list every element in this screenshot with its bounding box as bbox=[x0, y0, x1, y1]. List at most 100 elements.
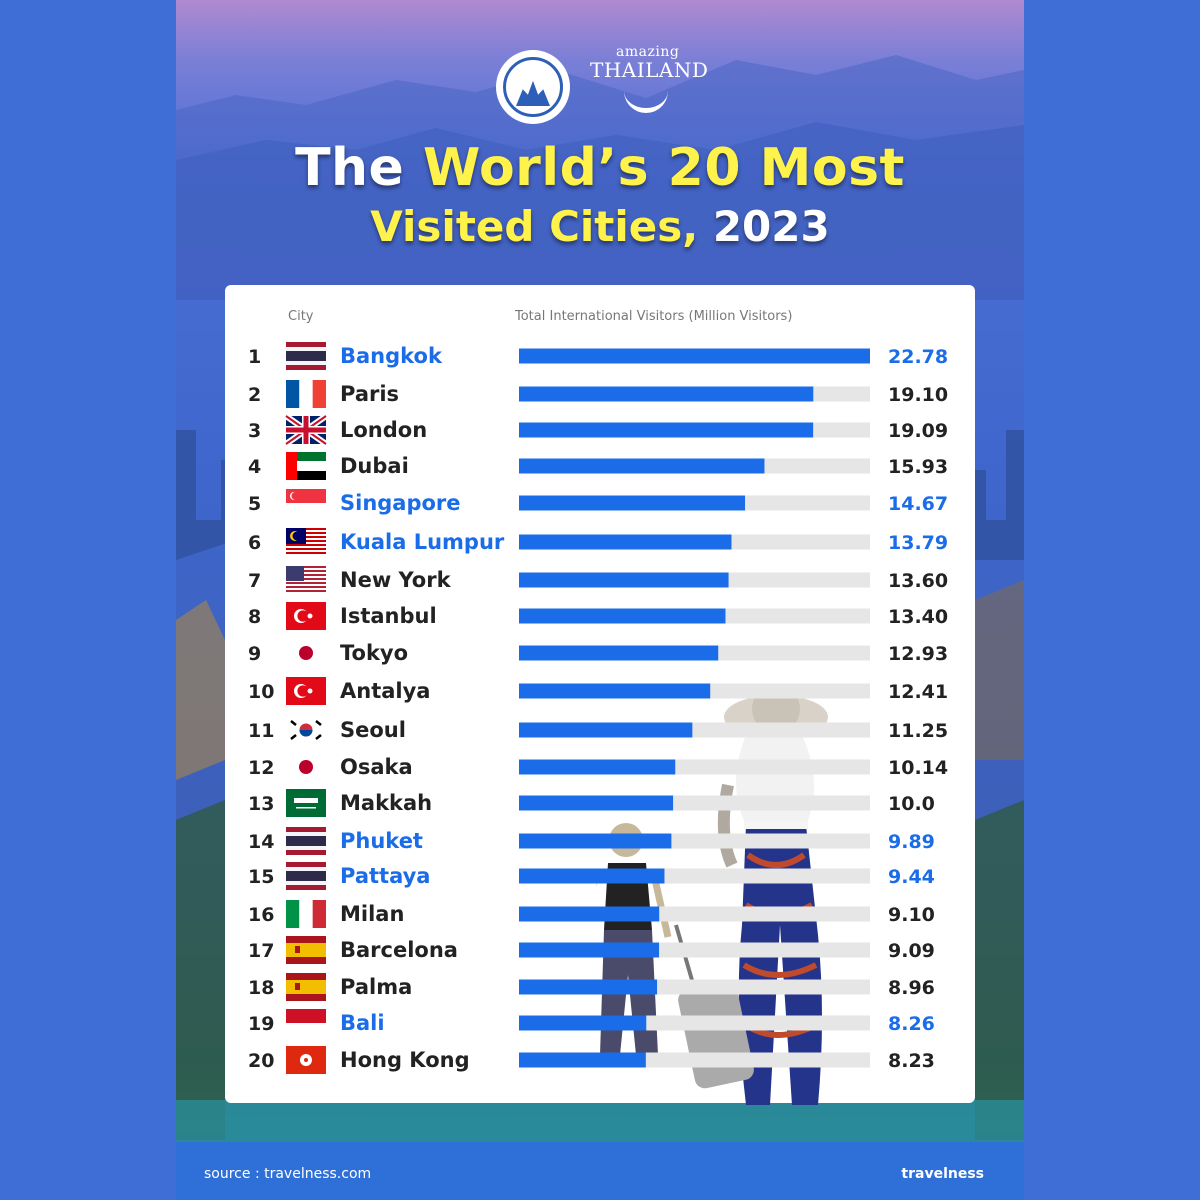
value-label: 9.89 bbox=[888, 831, 935, 853]
spain-flag-icon bbox=[286, 973, 326, 1001]
bar bbox=[519, 348, 870, 364]
title-yellow-part-2: Visited Cities, bbox=[370, 202, 713, 251]
value-label: 8.96 bbox=[888, 977, 935, 999]
bar bbox=[519, 534, 732, 550]
france-flag-icon bbox=[286, 380, 326, 408]
rank-label: 11 bbox=[248, 720, 274, 742]
title-year: 2023 bbox=[712, 202, 830, 251]
value-label: 9.44 bbox=[888, 866, 935, 888]
rank-label: 19 bbox=[248, 1013, 274, 1035]
bar bbox=[519, 608, 726, 624]
chart-row: 8 Istanbul 13.40 bbox=[248, 602, 948, 630]
value-label: 11.25 bbox=[888, 720, 948, 742]
bar bbox=[519, 795, 674, 811]
city-label: London bbox=[340, 418, 427, 442]
usa-flag-icon bbox=[286, 566, 326, 594]
chart-row: 15 Pattaya 9.44 bbox=[248, 862, 935, 890]
chart-title-line1: The World’s 20 Most bbox=[176, 138, 1024, 198]
rank-label: 2 bbox=[248, 384, 261, 406]
city-column-header: City bbox=[288, 309, 314, 324]
thailand-flag-icon bbox=[286, 827, 326, 855]
amazing-thailand-smile-icon bbox=[624, 84, 668, 113]
city-label: Istanbul bbox=[340, 604, 437, 628]
city-label: New York bbox=[340, 568, 452, 592]
value-label: 9.09 bbox=[888, 940, 935, 962]
chart-row: 20 Hong Kong 8.23 bbox=[248, 1046, 935, 1074]
chart-row: 3 London 19.09 bbox=[248, 413, 948, 447]
value-label: 10.0 bbox=[888, 793, 935, 815]
city-label: Seoul bbox=[340, 718, 406, 742]
chart-row: 16 Milan 9.10 bbox=[248, 900, 935, 928]
bar bbox=[519, 572, 729, 588]
malaysia-flag-icon bbox=[286, 528, 326, 556]
bar bbox=[519, 386, 814, 402]
rank-label: 8 bbox=[248, 606, 261, 628]
value-label: 14.67 bbox=[888, 493, 948, 515]
city-label: Milan bbox=[340, 902, 404, 926]
chart-row: 19 Bali 8.26 bbox=[248, 1009, 935, 1037]
chart-row: 7 New York 13.60 bbox=[248, 566, 948, 594]
united-kingdom-flag-icon bbox=[284, 413, 328, 447]
rank-label: 18 bbox=[248, 977, 274, 999]
rank-label: 12 bbox=[248, 757, 274, 779]
uae-flag-icon bbox=[286, 452, 326, 480]
value-label: 13.79 bbox=[888, 532, 948, 554]
value-label: 15.93 bbox=[888, 456, 948, 478]
city-label: Singapore bbox=[340, 491, 461, 515]
italy-flag-icon bbox=[286, 900, 326, 928]
rank-label: 7 bbox=[248, 570, 261, 592]
rank-label: 15 bbox=[248, 866, 274, 888]
rank-label: 14 bbox=[248, 831, 274, 853]
amazing-logo-small-text: amazing bbox=[616, 44, 680, 60]
city-label: Osaka bbox=[340, 755, 413, 779]
value-label: 22.78 bbox=[888, 346, 948, 368]
rank-label: 20 bbox=[248, 1050, 274, 1072]
value-label: 8.26 bbox=[888, 1013, 935, 1035]
chart-row: 1 Bangkok 22.78 bbox=[248, 342, 948, 370]
value-label: 8.23 bbox=[888, 1050, 935, 1072]
value-label: 13.40 bbox=[888, 606, 948, 628]
rank-label: 4 bbox=[248, 456, 261, 478]
bar-chart: 1 Bangkok 22.78 2 Paris 19.10 3 London 19.09 4 Dub… bbox=[248, 342, 948, 1074]
bar bbox=[519, 868, 665, 884]
chart-row: 13 Makkah 10.0 bbox=[248, 789, 935, 817]
rank-label: 6 bbox=[248, 532, 261, 554]
bar bbox=[519, 722, 693, 738]
logo-area: amazing THAILAND bbox=[176, 0, 1024, 130]
chart-row: 18 Palma 8.96 bbox=[248, 973, 935, 1001]
chart-row: 5 Singapore 14.67 bbox=[248, 489, 948, 517]
chart-row: 2 Paris 19.10 bbox=[248, 380, 948, 408]
visitors-column-header: Total International Visitors (Million Vi… bbox=[515, 309, 793, 324]
value-label: 13.60 bbox=[888, 570, 948, 592]
city-label: Bali bbox=[340, 1011, 385, 1035]
bar bbox=[519, 1052, 646, 1068]
source-text: source : travelness.com bbox=[204, 1166, 372, 1182]
chart-row: 12 Osaka 10.14 bbox=[248, 753, 948, 781]
indonesia-flag-icon bbox=[286, 1009, 326, 1037]
thailand-flag-icon bbox=[286, 862, 326, 890]
rank-label: 10 bbox=[248, 681, 274, 703]
bar bbox=[519, 683, 711, 699]
south-korea-flag-icon bbox=[286, 716, 326, 744]
thailand-flag-icon bbox=[286, 342, 326, 370]
city-label: Tokyo bbox=[340, 641, 408, 665]
rank-label: 13 bbox=[248, 793, 274, 815]
chart-title-line2: Visited Cities, 2023 bbox=[176, 202, 1024, 251]
value-label: 12.93 bbox=[888, 643, 948, 665]
japan-flag-icon bbox=[286, 639, 326, 667]
bar bbox=[519, 422, 814, 438]
bar bbox=[519, 942, 660, 958]
bar bbox=[519, 645, 719, 661]
rank-label: 9 bbox=[248, 643, 261, 665]
value-label: 10.14 bbox=[888, 757, 948, 779]
chart-row: 4 Dubai 15.93 bbox=[248, 452, 948, 480]
amazing-thailand-logo-text: THAILAND bbox=[590, 58, 709, 82]
city-label: Barcelona bbox=[340, 938, 458, 962]
saudi-arabia-flag-icon bbox=[286, 789, 326, 817]
city-label: Bangkok bbox=[340, 344, 443, 368]
chart-row: 11 Seoul 11.25 bbox=[248, 716, 948, 744]
bar bbox=[519, 1015, 647, 1031]
value-label: 12.41 bbox=[888, 681, 948, 703]
city-label: Paris bbox=[340, 382, 399, 406]
city-label: Hong Kong bbox=[340, 1048, 470, 1072]
